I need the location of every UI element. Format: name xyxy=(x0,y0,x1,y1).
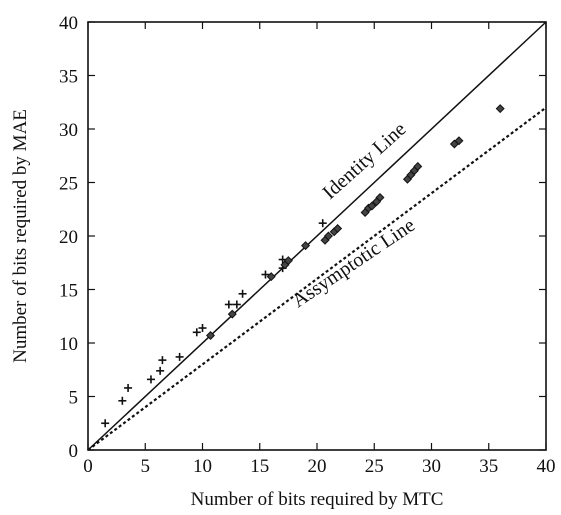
plus-point xyxy=(156,366,165,375)
reference-lines xyxy=(87,21,547,451)
assymptotic-line xyxy=(87,106,547,451)
plus-point xyxy=(124,383,133,392)
axes: 0 5 10 15 20 25 30 35 40 0 5 10 15 20 25 30 35 40 xyxy=(59,13,556,477)
diamond-point xyxy=(413,161,423,171)
plus-point xyxy=(318,219,327,228)
plus-point xyxy=(118,396,127,405)
y-tick-label: 30 xyxy=(59,120,78,141)
diamond-point xyxy=(266,272,276,282)
diamond-point xyxy=(454,136,464,146)
diamond-point xyxy=(206,331,216,341)
plus-point xyxy=(192,328,201,337)
plus-point xyxy=(224,300,233,309)
y-axis-label: Number of bits required by MAE xyxy=(10,109,31,363)
y-tick-label: 25 xyxy=(59,174,78,195)
x-tick-label: 10 xyxy=(193,456,212,477)
x-tick-label: 20 xyxy=(308,456,327,477)
plus-point xyxy=(232,300,241,309)
diamond-point xyxy=(367,201,377,211)
plus-point xyxy=(101,419,110,428)
y-tick-label: 20 xyxy=(59,227,78,248)
identity-line xyxy=(87,21,547,451)
x-tick-label: 30 xyxy=(422,456,441,477)
data-points xyxy=(101,104,505,428)
y-tick-label: 10 xyxy=(59,334,78,355)
assymptotic-line-label: Assymptotic Line xyxy=(288,214,419,312)
y-tick-label: 15 xyxy=(59,281,78,302)
diamond-point xyxy=(375,192,385,202)
diamond-point xyxy=(333,224,343,234)
plus-point xyxy=(261,270,270,279)
diamond-point xyxy=(301,241,311,251)
y-tick-label: 0 xyxy=(69,441,79,462)
plus-point xyxy=(146,375,155,384)
x-tick-label: 40 xyxy=(537,456,556,477)
x-tick-label: 0 xyxy=(83,456,93,477)
diamond-point xyxy=(227,309,237,319)
diamond-point xyxy=(283,256,293,266)
x-tick-label: 5 xyxy=(141,456,151,477)
x-tick-label: 15 xyxy=(250,456,269,477)
y-tick-label: 5 xyxy=(69,388,79,409)
x-tick-label: 25 xyxy=(365,456,384,477)
plus-point xyxy=(238,289,247,298)
y-tick-label: 40 xyxy=(59,13,78,34)
y-tick-label: 35 xyxy=(59,67,78,88)
plus-point xyxy=(198,324,207,333)
plus-point xyxy=(158,356,167,365)
diamond-point xyxy=(323,231,333,241)
x-tick-label: 35 xyxy=(479,456,498,477)
x-axis-label: Number of bits required by MTC xyxy=(191,489,444,510)
diamond-point xyxy=(495,104,505,114)
plus-point xyxy=(175,352,184,361)
